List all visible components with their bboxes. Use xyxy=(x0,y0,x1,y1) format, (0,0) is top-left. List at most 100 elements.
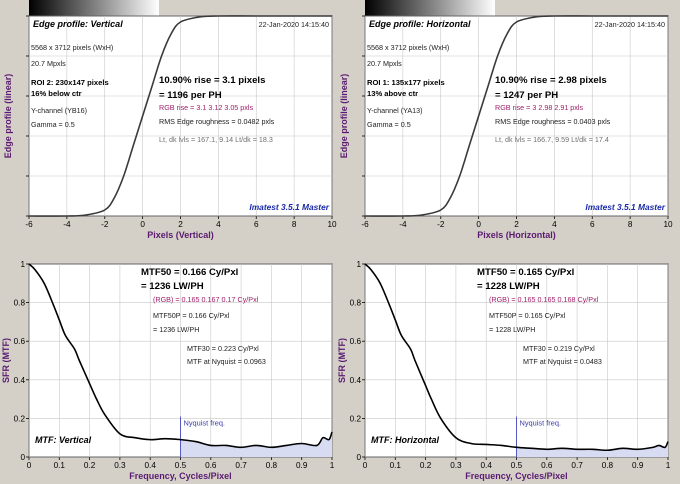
edge-x-tick-label: 0 xyxy=(476,220,481,229)
mtf50-lwph-text: = 1236 LW/PH xyxy=(141,281,204,292)
mtf-y-axis-label: SFR (MTF) xyxy=(337,338,347,383)
edge-x-tick-label: 6 xyxy=(254,220,259,229)
mtf-series-line-2 xyxy=(28,263,333,449)
channel-text: Y-channel (YA13) xyxy=(367,106,423,115)
edge-x-tick-label: 10 xyxy=(663,220,673,229)
mtf-panel-label: MTF: Horizontal xyxy=(371,435,439,445)
mtf-x-tick-label: 0.3 xyxy=(114,461,126,470)
roi-position-text: 16% below ctr xyxy=(31,89,82,98)
nyquist-label: Nyquist freq. xyxy=(520,418,562,427)
mtf-x-tick-label: 0.1 xyxy=(390,461,402,470)
mtf-y-tick-label: 0.4 xyxy=(14,376,26,385)
edge-x-axis-label: Pixels (Vertical) xyxy=(147,230,214,240)
megapixel-text: 20.7 Mpxls xyxy=(31,59,66,68)
roi-position-text: 13% above ctr xyxy=(367,89,418,98)
rgb-mtf50-text: (RGB) = 0.165 0.167 0.17 Cy/Pxl xyxy=(153,295,259,304)
edge-x-tick-label: 2 xyxy=(178,220,183,229)
edge-x-tick-label: 4 xyxy=(552,220,557,229)
mtf50-text: MTF50 = 0.166 Cy/Pxl xyxy=(141,267,238,278)
mtf50-text: MTF50 = 0.165 Cy/Pxl xyxy=(477,267,574,278)
mtf-x-tick-label: 0.9 xyxy=(296,461,308,470)
mtf-x-tick-label: 0 xyxy=(363,461,368,470)
rgb-mtf50-text: (RGB) = 0.165 0.165 0.168 Cy/Pxl xyxy=(489,295,599,304)
mtf-x-tick-label: 0.8 xyxy=(266,461,278,470)
edge-x-tick-label: 0 xyxy=(140,220,145,229)
mtf-y-tick-label: 0.2 xyxy=(350,414,362,423)
mtf-y-axis-label: SFR (MTF) xyxy=(1,338,11,383)
mtf50-lwph-text: = 1228 LW/PH xyxy=(477,281,540,292)
mtf-y-tick-label: 0 xyxy=(356,453,361,462)
mtf-x-tick-label: 0.5 xyxy=(175,461,187,470)
mtf-x-tick-label: 0.7 xyxy=(235,461,247,470)
mtf30-text: MTF30 = 0.223 Cy/Pxl xyxy=(187,344,259,353)
levels-text: Lt, dk lvls = 166.7, 9.59 Lt/dk = 17.4 xyxy=(495,135,609,144)
mtf-y-tick-label: 1 xyxy=(356,260,361,269)
edge-panel-title: Edge profile: Vertical xyxy=(33,19,123,29)
edge-y-axis-label: Edge profile (linear) xyxy=(3,74,13,159)
mtf-x-tick-label: 0.1 xyxy=(54,461,66,470)
edge-x-tick-label: 4 xyxy=(216,220,221,229)
mtf-y-tick-label: 0.4 xyxy=(350,376,362,385)
mtf50p-text: MTF50P = 0.165 Cy/Pxl xyxy=(489,311,566,320)
megapixel-text: 20.7 Mpxls xyxy=(367,59,402,68)
rise-text: 10.90% rise = 2.98 pixels xyxy=(495,75,607,86)
mtf-x-tick-label: 0.2 xyxy=(420,461,432,470)
nyquist-label: Nyquist freq. xyxy=(184,418,226,427)
edge-x-tick-label: 6 xyxy=(590,220,595,229)
mtf-x-tick-label: 0.9 xyxy=(632,461,644,470)
mtf-y-tick-label: 0.6 xyxy=(14,337,26,346)
timestamp: 22-Jan-2020 14:15:40 xyxy=(259,20,329,29)
rgb-rise-text: RGB rise = 3 2.98 2.91 pxls xyxy=(495,103,583,112)
mtf-at-nyquist-text: MTF at Nyquist = 0.0963 xyxy=(187,357,266,366)
mtf-y-tick-label: 0.2 xyxy=(14,414,26,423)
timestamp: 22-Jan-2020 14:15:40 xyxy=(595,20,665,29)
edge-roughness-text: RMS Edge roughness = 0.0482 pxls xyxy=(159,117,275,126)
mtf-y-tick-label: 0.8 xyxy=(350,299,362,308)
edge-x-tick-label: -4 xyxy=(63,220,71,229)
mtf-y-tick-label: 0.8 xyxy=(14,299,26,308)
rise-per-ph-text: = 1196 per PH xyxy=(159,90,222,101)
mtf-x-tick-label: 0.2 xyxy=(84,461,96,470)
edge-x-tick-label: 2 xyxy=(514,220,519,229)
mtf-beyond-nyquist-fill xyxy=(180,431,332,457)
mtf-x-tick-label: 1 xyxy=(330,461,335,470)
gamma-text: Gamma = 0.5 xyxy=(31,120,75,129)
rise-per-ph-text: = 1247 per PH xyxy=(495,90,558,101)
mtf-x-tick-label: 0 xyxy=(27,461,32,470)
mtf-x-axis-label: Frequency, Cycles/Pixel xyxy=(129,471,231,481)
tone-strip-left xyxy=(29,0,159,16)
edge-x-tick-label: 8 xyxy=(628,220,633,229)
levels-text: Lt, dk lvls = 167.1, 9.14 Lt/dk = 18.3 xyxy=(159,135,273,144)
edge-x-tick-label: -6 xyxy=(25,220,33,229)
edge-x-tick-label: -2 xyxy=(437,220,445,229)
tone-strip-right xyxy=(365,0,495,16)
mtf50p-lwph-text: = 1228 LW/PH xyxy=(489,325,535,334)
imatest-brand: Imatest 3.5.1 Master xyxy=(249,202,329,212)
edge-x-tick-label: 8 xyxy=(292,220,297,229)
edge-y-axis-label: Edge profile (linear) xyxy=(339,74,349,159)
mtf-x-tick-label: 1 xyxy=(666,461,671,470)
mtf-x-tick-label: 0.7 xyxy=(571,461,583,470)
image-size-text: 5568 x 3712 pixels (WxH) xyxy=(367,43,449,52)
mtf-y-tick-label: 0 xyxy=(20,453,25,462)
channel-text: Y-channel (YB16) xyxy=(31,106,87,115)
mtf50p-lwph-text: = 1236 LW/PH xyxy=(153,325,199,334)
edge-panel-title: Edge profile: Horizontal xyxy=(369,19,471,29)
mtf-panel-label: MTF: Vertical xyxy=(35,435,92,445)
edge-roughness-text: RMS Edge roughness = 0.0403 pxls xyxy=(495,117,611,126)
imatest-brand: Imatest 3.5.1 Master xyxy=(585,202,665,212)
mtf50p-text: MTF50P = 0.166 Cy/Pxl xyxy=(153,311,230,320)
mtf-x-tick-label: 0.5 xyxy=(511,461,523,470)
roi-size-text: ROI 1: 135x177 pixels xyxy=(367,78,445,87)
mtf-x-axis-label: Frequency, Cycles/Pixel xyxy=(465,471,567,481)
mtf-x-tick-label: 0.6 xyxy=(205,461,217,470)
mtf-x-tick-label: 0.8 xyxy=(602,461,614,470)
mtf-x-tick-label: 0.6 xyxy=(541,461,553,470)
mtf-x-tick-label: 0.4 xyxy=(481,461,493,470)
edge-x-tick-label: -4 xyxy=(399,220,407,229)
mtf30-text: MTF30 = 0.219 Cy/Pxl xyxy=(523,344,595,353)
rise-text: 10.90% rise = 3.1 pixels xyxy=(159,75,265,86)
mtf-x-tick-label: 0.3 xyxy=(450,461,462,470)
image-size-text: 5568 x 3712 pixels (WxH) xyxy=(31,43,113,52)
